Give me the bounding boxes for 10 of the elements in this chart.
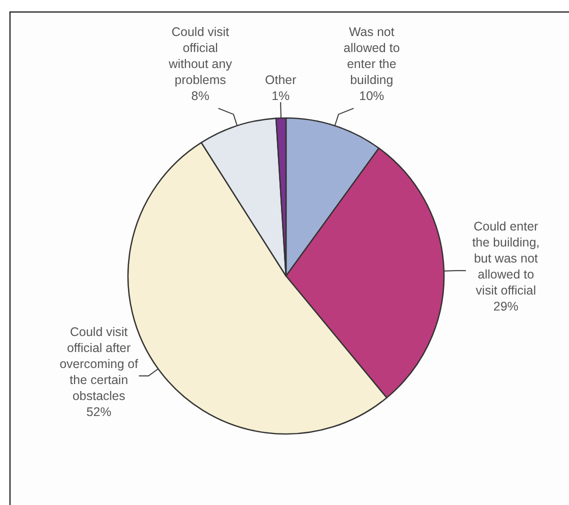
slice-label: Could enter the building, but was not allowed to visit official [472,220,540,298]
data-label: 1% [272,89,290,103]
data-label: 52% [86,404,112,419]
data-label: 8% [191,89,210,103]
data-label: 29% [493,300,518,314]
data-label: 10% [359,89,384,103]
slice-label: Could visit official without any problems [168,25,233,87]
slice-label: Was not allowed to enter the building [344,25,400,87]
slice-label: Other [265,73,296,87]
slice-label: Could visit official after overcoming of the certain obstacles [60,324,139,403]
